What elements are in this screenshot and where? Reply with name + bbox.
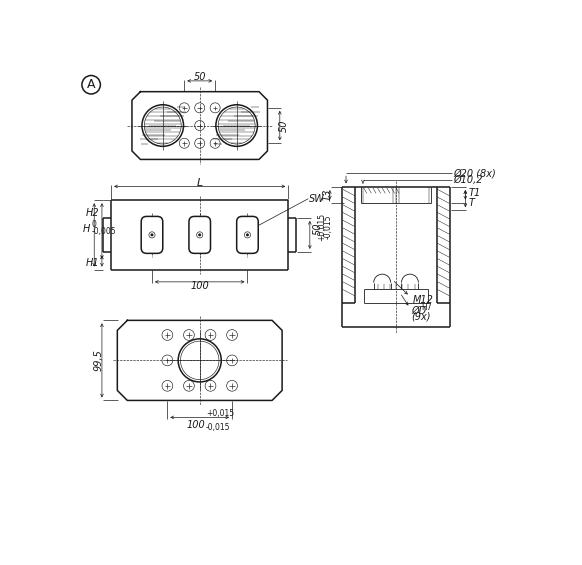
Text: A: A	[87, 78, 95, 91]
Text: 99,5: 99,5	[94, 350, 104, 371]
Text: T: T	[469, 198, 474, 207]
FancyBboxPatch shape	[141, 216, 163, 253]
Text: 50: 50	[193, 72, 206, 82]
Text: -0,015: -0,015	[324, 215, 333, 240]
Text: H: H	[83, 224, 90, 234]
Text: +0,015: +0,015	[206, 409, 234, 418]
Text: +0,015: +0,015	[318, 213, 327, 241]
FancyBboxPatch shape	[237, 216, 258, 253]
Text: -0,015: -0,015	[206, 423, 230, 432]
Text: 50: 50	[279, 119, 289, 132]
Text: Ø10,2: Ø10,2	[453, 175, 482, 185]
Text: H1: H1	[86, 258, 100, 268]
Text: L: L	[197, 177, 203, 188]
Text: H2: H2	[86, 208, 100, 218]
FancyBboxPatch shape	[189, 216, 211, 253]
Polygon shape	[118, 320, 282, 401]
Text: 100: 100	[186, 420, 205, 431]
Text: -0,005: -0,005	[91, 227, 116, 236]
Circle shape	[246, 234, 249, 236]
Text: M12: M12	[413, 295, 434, 305]
Text: 13: 13	[322, 189, 332, 201]
Text: H7: H7	[421, 303, 432, 312]
Text: ØD: ØD	[411, 305, 427, 315]
Circle shape	[151, 234, 153, 236]
Text: (9x): (9x)	[411, 311, 431, 321]
Text: 0: 0	[91, 220, 96, 229]
Text: SW: SW	[309, 194, 325, 204]
Text: Ø20 (8x): Ø20 (8x)	[453, 168, 496, 179]
Text: 50: 50	[313, 223, 323, 235]
Text: 100: 100	[190, 281, 209, 291]
Polygon shape	[132, 92, 268, 159]
Circle shape	[198, 234, 201, 236]
Text: T1: T1	[469, 188, 481, 198]
